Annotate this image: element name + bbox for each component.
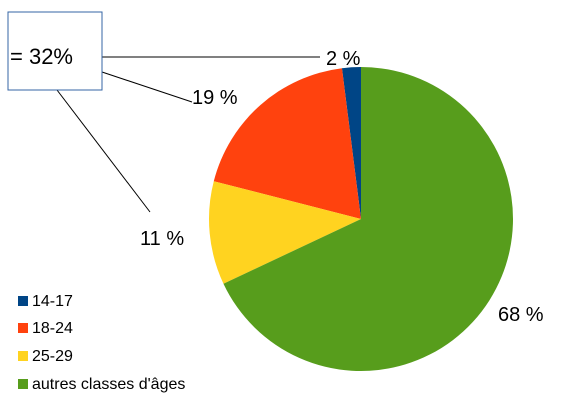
data-label-autres: 68 % xyxy=(498,304,544,326)
annotation-leader-19pct xyxy=(101,71,193,103)
legend: 14-17 18-24 25-29 autres classes d'âges xyxy=(18,293,185,393)
data-label-18-24: 19 % xyxy=(192,87,238,109)
legend-swatch-autres xyxy=(18,379,28,389)
annotation-box xyxy=(7,11,103,91)
legend-swatch-14-17 xyxy=(18,296,28,306)
annotation-text: = 32% xyxy=(10,44,73,69)
annotation-leader-11pct xyxy=(56,89,151,213)
pie-slice-25-29 xyxy=(209,181,361,284)
data-label-25-29: 11 % xyxy=(140,228,184,250)
legend-label-14-17: 14-17 xyxy=(32,293,73,310)
legend-swatch-18-24 xyxy=(18,323,28,333)
pie-slice-14-17 xyxy=(341,67,361,219)
data-label-14-17: 2 % xyxy=(326,48,361,70)
legend-label-18-24: 18-24 xyxy=(32,320,73,337)
legend-label-autres: autres classes d'âges xyxy=(32,376,185,393)
legend-label-25-29: 25-29 xyxy=(32,348,73,365)
pie-slices xyxy=(209,67,513,372)
legend-swatch-25-29 xyxy=(18,351,28,361)
pie-slice-autres-classes-d-ges xyxy=(223,67,513,372)
pie-slice-18-24 xyxy=(213,68,361,219)
